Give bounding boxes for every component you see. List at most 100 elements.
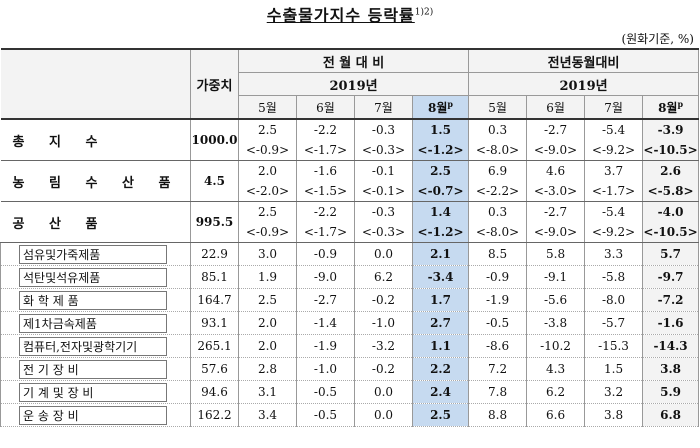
yoy-value: 5.7 bbox=[642, 242, 700, 266]
sub-rows: 섬유및가죽제품 22.9 3.0 -0.9 0.0 2.1 8.5 5.8 3.3 5.7 석탄및석… bbox=[0, 242, 700, 427]
yoy-sub-value: <-10.5> bbox=[642, 222, 700, 243]
row-label: 공 산 품 bbox=[0, 201, 191, 243]
mom-sub-value: <-1.7> bbox=[296, 222, 355, 243]
mom-value: -2.7 bbox=[296, 288, 355, 312]
yoy-sub-value: <-9.2> bbox=[584, 222, 644, 243]
yoy-value: -0.9 bbox=[468, 265, 528, 289]
mom-value: -1.0 bbox=[296, 357, 355, 381]
mom-value: -0.9 bbox=[296, 242, 355, 266]
yoy-value: -8.6 bbox=[468, 334, 528, 358]
header-month: 6월 bbox=[526, 95, 586, 120]
yoy-sub-value: <-1.7> bbox=[584, 181, 644, 202]
table-row: 제1차금속제품 93.1 2.0 -1.4 -1.0 2.7 -0.5 -3.8 -5.7 -1.… bbox=[0, 311, 700, 335]
mom-value: -0.1 bbox=[354, 160, 413, 181]
yoy-value: 7.8 bbox=[468, 380, 528, 404]
subrow-label-cell: 석탄및석유제품 bbox=[0, 265, 191, 289]
mom-value: -3.2 bbox=[354, 334, 413, 358]
subrow-label: 운 송 장 비 bbox=[19, 405, 167, 425]
table-row: 석탄및석유제품 85.1 1.9 -9.0 6.2 -3.4 -0.9 -9.1 -5.8 -9.… bbox=[0, 265, 700, 289]
mom-sub-value: <-1.7> bbox=[296, 140, 355, 161]
row-weight: 4.5 bbox=[190, 160, 239, 202]
mom-value: 1.9 bbox=[238, 265, 297, 289]
mom-value: -1.0 bbox=[354, 311, 413, 335]
yoy-value: 3.3 bbox=[584, 242, 644, 266]
mom-value: 2.4 bbox=[411, 380, 470, 404]
header-month: 5월 bbox=[468, 95, 528, 120]
mom-value: -0.2 bbox=[354, 288, 413, 312]
yoy-value: 2.6 bbox=[642, 160, 700, 181]
mom-sub-value: <-1.5> bbox=[296, 181, 355, 202]
yoy-value: 4.3 bbox=[526, 357, 586, 381]
mom-value: -1.6 bbox=[296, 160, 355, 181]
mom-value: 2.5 bbox=[238, 288, 297, 312]
mom-value: -0.5 bbox=[296, 380, 355, 404]
yoy-value: -7.2 bbox=[642, 288, 700, 312]
subrow-label-cell: 운 송 장 비 bbox=[0, 403, 191, 427]
yoy-value: 6.8 bbox=[642, 403, 700, 427]
mom-sub-value: <-1.2> bbox=[411, 140, 470, 161]
mom-value: 2.0 bbox=[238, 311, 297, 335]
mom-value: -3.4 bbox=[411, 265, 470, 289]
table-row-sub: <-0.9> <-1.7> <-0.3> <-1.2> <-8.0> <-9.0> <-9.… bbox=[1, 140, 700, 161]
yoy-sub-value: <-8.0> bbox=[468, 140, 528, 161]
header-month: 7월 bbox=[354, 95, 413, 120]
mom-value: 1.1 bbox=[411, 334, 470, 358]
mom-sub-value: <-0.9> bbox=[238, 140, 297, 161]
mom-value: 2.2 bbox=[411, 357, 470, 381]
header-month-current: 8월p bbox=[642, 95, 700, 120]
subrow-weight: 162.2 bbox=[190, 403, 239, 427]
header-month-current: 8월p bbox=[411, 95, 470, 120]
yoy-sub-value: <-3.0> bbox=[526, 181, 586, 202]
table-row: 운 송 장 비 162.2 3.4 -0.5 0.0 2.5 8.8 6.6 3.8 6.8 bbox=[0, 403, 700, 427]
yoy-value: -2.7 bbox=[526, 119, 586, 140]
mom-sub-value: <-0.1> bbox=[354, 181, 413, 202]
yoy-value: 0.3 bbox=[468, 201, 528, 222]
mom-value: 2.1 bbox=[411, 242, 470, 266]
row-weight: 1000.0 bbox=[190, 119, 239, 161]
yoy-value: 7.2 bbox=[468, 357, 528, 381]
mom-sub-value: <-2.0> bbox=[238, 181, 297, 202]
subrow-label: 석탄및석유제품 bbox=[19, 267, 167, 287]
mom-value: -9.0 bbox=[296, 265, 355, 289]
mom-value: 1.4 bbox=[411, 201, 470, 222]
yoy-value: -9.1 bbox=[526, 265, 586, 289]
mom-value: 3.0 bbox=[238, 242, 297, 266]
mom-sub-value: <-0.9> bbox=[238, 222, 297, 243]
yoy-value: -0.5 bbox=[468, 311, 528, 335]
yoy-value: 6.9 bbox=[468, 160, 528, 181]
mom-value: 1.5 bbox=[411, 119, 470, 140]
subrow-weight: 265.1 bbox=[190, 334, 239, 358]
mom-value: -2.2 bbox=[296, 201, 355, 222]
subrow-weight: 85.1 bbox=[190, 265, 239, 289]
mom-value: 2.0 bbox=[238, 160, 297, 181]
yoy-value: 3.7 bbox=[584, 160, 644, 181]
yoy-sub-value: <-10.5> bbox=[642, 140, 700, 161]
yoy-value: -5.4 bbox=[584, 119, 644, 140]
header-weight: 가중치 bbox=[190, 48, 239, 120]
mom-value: 0.0 bbox=[354, 403, 413, 427]
table-row: 전 기 장 비 57.6 2.8 -1.0 -0.2 2.2 7.2 4.3 1.5 3.8 bbox=[0, 357, 700, 381]
subrow-label: 컴퓨터,전자및광학기기 bbox=[19, 336, 167, 356]
yoy-value: -10.2 bbox=[526, 334, 586, 358]
subrow-label: 화 학 제 품 bbox=[19, 290, 167, 310]
mom-value: -1.9 bbox=[296, 334, 355, 358]
yoy-value: -5.6 bbox=[526, 288, 586, 312]
mom-value: 1.7 bbox=[411, 288, 470, 312]
table-row: 공 산 품 995.5 2.5 -2.2 -0.3 1.4 0.3 -2.7 -5.4 -4.0 bbox=[0, 201, 700, 243]
subrow-weight: 94.6 bbox=[190, 380, 239, 404]
subrow-label: 섬유및가죽제품 bbox=[19, 244, 167, 264]
yoy-value: -9.7 bbox=[642, 265, 700, 289]
mom-sub-value: <-1.2> bbox=[411, 222, 470, 243]
mom-sub-value: <-0.7> bbox=[411, 181, 470, 202]
subrow-label-cell: 제1차금속제품 bbox=[0, 311, 191, 335]
yoy-value: 3.8 bbox=[584, 403, 644, 427]
mom-value: -0.3 bbox=[354, 119, 413, 140]
yoy-value: -1.6 bbox=[642, 311, 700, 335]
table-row: 컴퓨터,전자및광학기기 265.1 2.0 -1.9 -3.2 1.1 -8.6 -10.2-… bbox=[0, 334, 700, 358]
yoy-value: -4.0 bbox=[642, 201, 700, 222]
main-rows: 총 지 수 1000.0 2.5 -2.2 -0.3 1.5 0.3 -2.7 -5.4 -3.9… bbox=[0, 119, 700, 243]
subrow-label: 제1차금속제품 bbox=[19, 313, 167, 333]
yoy-value: -5.4 bbox=[584, 201, 644, 222]
subrow-weight: 22.9 bbox=[190, 242, 239, 266]
subrow-label-cell: 섬유및가죽제품 bbox=[0, 242, 191, 266]
